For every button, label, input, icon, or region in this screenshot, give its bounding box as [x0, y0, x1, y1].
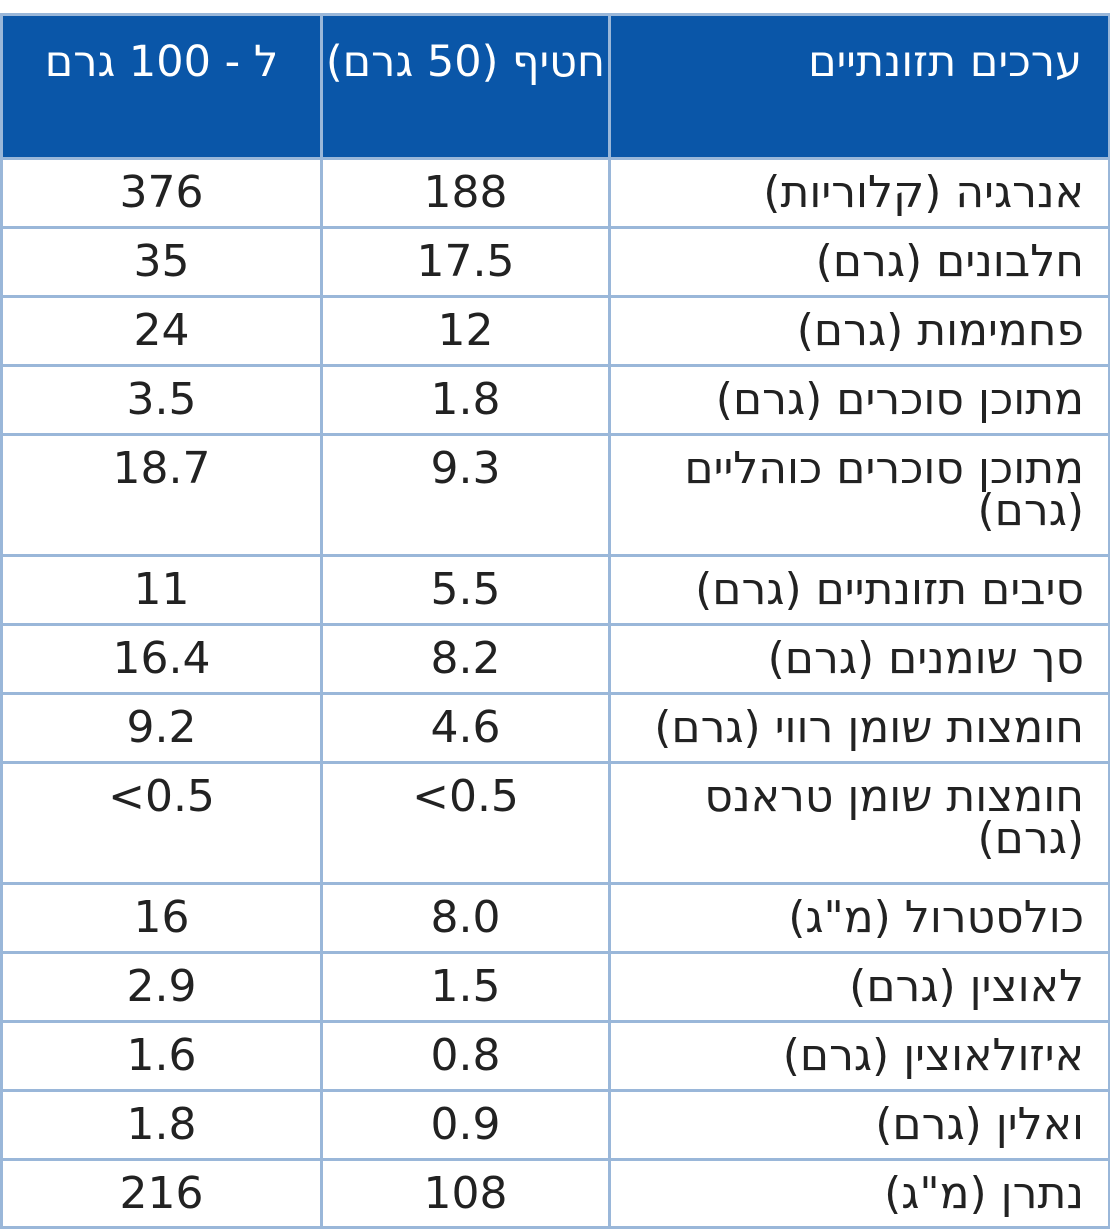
per100-number: 16.4: [112, 633, 211, 684]
per100-number: <0.5: [108, 771, 215, 822]
nutrient-name: מתוכן סוכרים (גרם): [608, 364, 1110, 436]
serving-value: 8.0: [320, 882, 611, 954]
serving-number: 4.6: [430, 702, 501, 753]
per100-value: 16: [0, 882, 323, 954]
per100-number: 18.7: [112, 443, 211, 494]
per100-value: 2.9: [0, 951, 323, 1023]
per100-number: 24: [133, 305, 190, 356]
nutrient-name: חומצות שומן טראנס (גרם): [608, 761, 1110, 885]
serving-value: 0.9: [320, 1089, 611, 1161]
table-row: כולסטרול (מ"ג) 8.0 16: [0, 882, 1110, 954]
table-row: חומצות שומן רווי (גרם) 4.6 9.2: [0, 692, 1110, 764]
per100-number: 16: [133, 892, 190, 943]
table-row: לאוצין (גרם) 1.5 2.9: [0, 951, 1110, 1023]
header-nutritional-values: ערכים תזונתיים: [608, 13, 1110, 160]
serving-value: 1.5: [320, 951, 611, 1023]
nutrition-table: ערכים תזונתיים חטיף (50 גרם) ל - 100 גרם…: [0, 13, 1110, 1229]
header-per-serving: חטיף (50 גרם): [320, 13, 611, 160]
table-row: מתוכן סוכרים כוהליים (גרם) 9.3 18.7: [0, 433, 1110, 557]
per100-value: 16.4: [0, 623, 323, 695]
serving-value: 188: [320, 157, 611, 229]
nutrient-name: ואלין (גרם): [608, 1089, 1110, 1161]
table-row: סיבים תזונתיים (גרם) 5.5 11: [0, 554, 1110, 626]
serving-value: 5.5: [320, 554, 611, 626]
per100-value: 9.2: [0, 692, 323, 764]
serving-number: 1.8: [430, 374, 501, 425]
per100-number: 9.2: [126, 702, 197, 753]
serving-number: 8.2: [430, 633, 501, 684]
nutrient-name: כולסטרול (מ"ג): [608, 882, 1110, 954]
per100-value: 11: [0, 554, 323, 626]
per100-value: 3.5: [0, 364, 323, 436]
per100-number: 1.8: [126, 1099, 197, 1150]
per100-value: 376: [0, 157, 323, 229]
serving-number: <0.5: [412, 771, 519, 822]
serving-number: 1.5: [430, 961, 501, 1012]
serving-number: 12: [437, 305, 494, 356]
serving-number: 0.8: [430, 1030, 501, 1081]
serving-value: 17.5: [320, 226, 611, 298]
per100-value: 35: [0, 226, 323, 298]
serving-value: 9.3: [320, 433, 611, 557]
table-row: איזולאוצין (גרם) 0.8 1.6: [0, 1020, 1110, 1092]
nutrient-name: נתרן (מ"ג): [608, 1158, 1110, 1229]
table-row: מתוכן סוכרים (גרם) 1.8 3.5: [0, 364, 1110, 436]
per100-value: 216: [0, 1158, 323, 1229]
serving-number: 17.5: [416, 236, 515, 287]
serving-value: 0.8: [320, 1020, 611, 1092]
table-row: פחמימות (גרם) 12 24: [0, 295, 1110, 367]
serving-value: 12: [320, 295, 611, 367]
per100-value: 1.8: [0, 1089, 323, 1161]
table-row: חומצות שומן טראנס (גרם) <0.5 <0.5: [0, 761, 1110, 885]
nutrient-name: פחמימות (גרם): [608, 295, 1110, 367]
per100-number: 3.5: [126, 374, 197, 425]
nutrient-name: חלבונים (גרם): [608, 226, 1110, 298]
per100-value: 1.6: [0, 1020, 323, 1092]
nutrient-name: חומצות שומן רווי (גרם): [608, 692, 1110, 764]
serving-number: 8.0: [430, 892, 501, 943]
table-row: ואלין (גרם) 0.9 1.8: [0, 1089, 1110, 1161]
per100-number: 216: [119, 1168, 204, 1219]
serving-number: 9.3: [430, 443, 501, 494]
nutrient-name: איזולאוצין (גרם): [608, 1020, 1110, 1092]
serving-number: 0.9: [430, 1099, 501, 1150]
serving-value: 4.6: [320, 692, 611, 764]
table-row: נתרן (מ"ג) 108 216: [0, 1158, 1110, 1229]
per100-value: 24: [0, 295, 323, 367]
nutrient-name: אנרגיה (קלוריות): [608, 157, 1110, 229]
per100-value: <0.5: [0, 761, 323, 885]
table-row: אנרגיה (קלוריות) 188 376: [0, 157, 1110, 229]
table-row: חלבונים (גרם) 17.5 35: [0, 226, 1110, 298]
nutrient-name: מתוכן סוכרים כוהליים (גרם): [608, 433, 1110, 557]
serving-value: <0.5: [320, 761, 611, 885]
per100-number: 11: [133, 564, 190, 615]
per100-number: 2.9: [126, 961, 197, 1012]
per100-number: 35: [133, 236, 190, 287]
per100-value: 18.7: [0, 433, 323, 557]
serving-number: 108: [423, 1168, 508, 1219]
nutrient-name: סיבים תזונתיים (גרם): [608, 554, 1110, 626]
per100-number: 376: [119, 167, 204, 218]
header-per-100g: ל - 100 גרם: [0, 13, 323, 160]
nutrient-name: לאוצין (גרם): [608, 951, 1110, 1023]
serving-number: 188: [423, 167, 508, 218]
nutrient-name: סך שומנים (גרם): [608, 623, 1110, 695]
serving-value: 1.8: [320, 364, 611, 436]
serving-value: 108: [320, 1158, 611, 1229]
table-row: סך שומנים (גרם) 8.2 16.4: [0, 623, 1110, 695]
serving-number: 5.5: [430, 564, 501, 615]
per100-number: 1.6: [126, 1030, 197, 1081]
serving-value: 8.2: [320, 623, 611, 695]
header-row: ערכים תזונתיים חטיף (50 גרם) ל - 100 גרם: [0, 13, 1110, 160]
